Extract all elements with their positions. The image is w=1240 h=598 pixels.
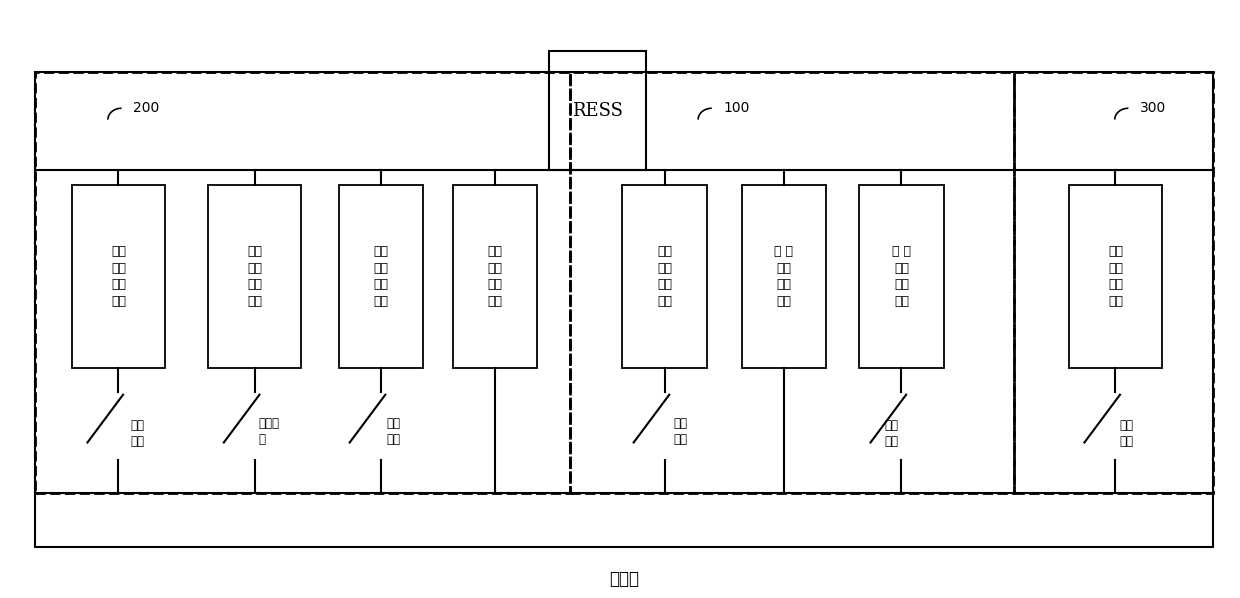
Text: 第六
开关: 第六 开关 — [1120, 419, 1133, 448]
Text: 第三
已知
测量
电阻: 第三 已知 测量 电阻 — [247, 245, 263, 308]
Text: 第一
已知
测量
电阻: 第一 已知 测量 电阻 — [373, 245, 388, 308]
Text: 第五
已知
测量
电阻: 第五 已知 测量 电阻 — [110, 245, 126, 308]
Bar — [1069, 185, 1162, 368]
Text: 第六
已知
测量
电阻: 第六 已知 测量 电阻 — [1107, 245, 1123, 308]
Bar — [35, 72, 1213, 547]
Bar — [208, 185, 301, 368]
Bar — [742, 185, 826, 368]
Bar — [549, 51, 646, 170]
Bar — [570, 72, 1014, 493]
Text: 电平台: 电平台 — [609, 570, 639, 588]
Bar — [339, 185, 423, 368]
Bar — [1014, 72, 1213, 493]
Text: 第二
开关: 第二 开关 — [673, 417, 687, 446]
Text: 负极
端子
绝缘
电阻: 负极 端子 绝缘 电阻 — [657, 245, 672, 308]
Text: 正极
端子
绝缘
电阻: 正极 端子 绝缘 电阻 — [487, 245, 502, 308]
Text: 300: 300 — [1140, 100, 1167, 115]
Bar — [72, 185, 165, 368]
Bar — [859, 185, 944, 368]
Bar — [35, 72, 570, 493]
Text: 第一
开关: 第一 开关 — [387, 417, 401, 446]
Text: RESS: RESS — [572, 102, 624, 120]
Text: 第 四
已知
测量
电阻: 第 四 已知 测量 电阻 — [892, 245, 911, 308]
Bar — [453, 185, 537, 368]
Text: 第五
开关: 第五 开关 — [130, 419, 144, 448]
Text: 200: 200 — [133, 100, 160, 115]
Text: 100: 100 — [723, 100, 750, 115]
Text: 第三开
关: 第三开 关 — [258, 417, 279, 446]
Bar — [622, 185, 707, 368]
Text: 第 二
已知
测量
电阻: 第 二 已知 测量 电阻 — [774, 245, 794, 308]
Text: 第四
开关: 第四 开关 — [884, 419, 898, 448]
